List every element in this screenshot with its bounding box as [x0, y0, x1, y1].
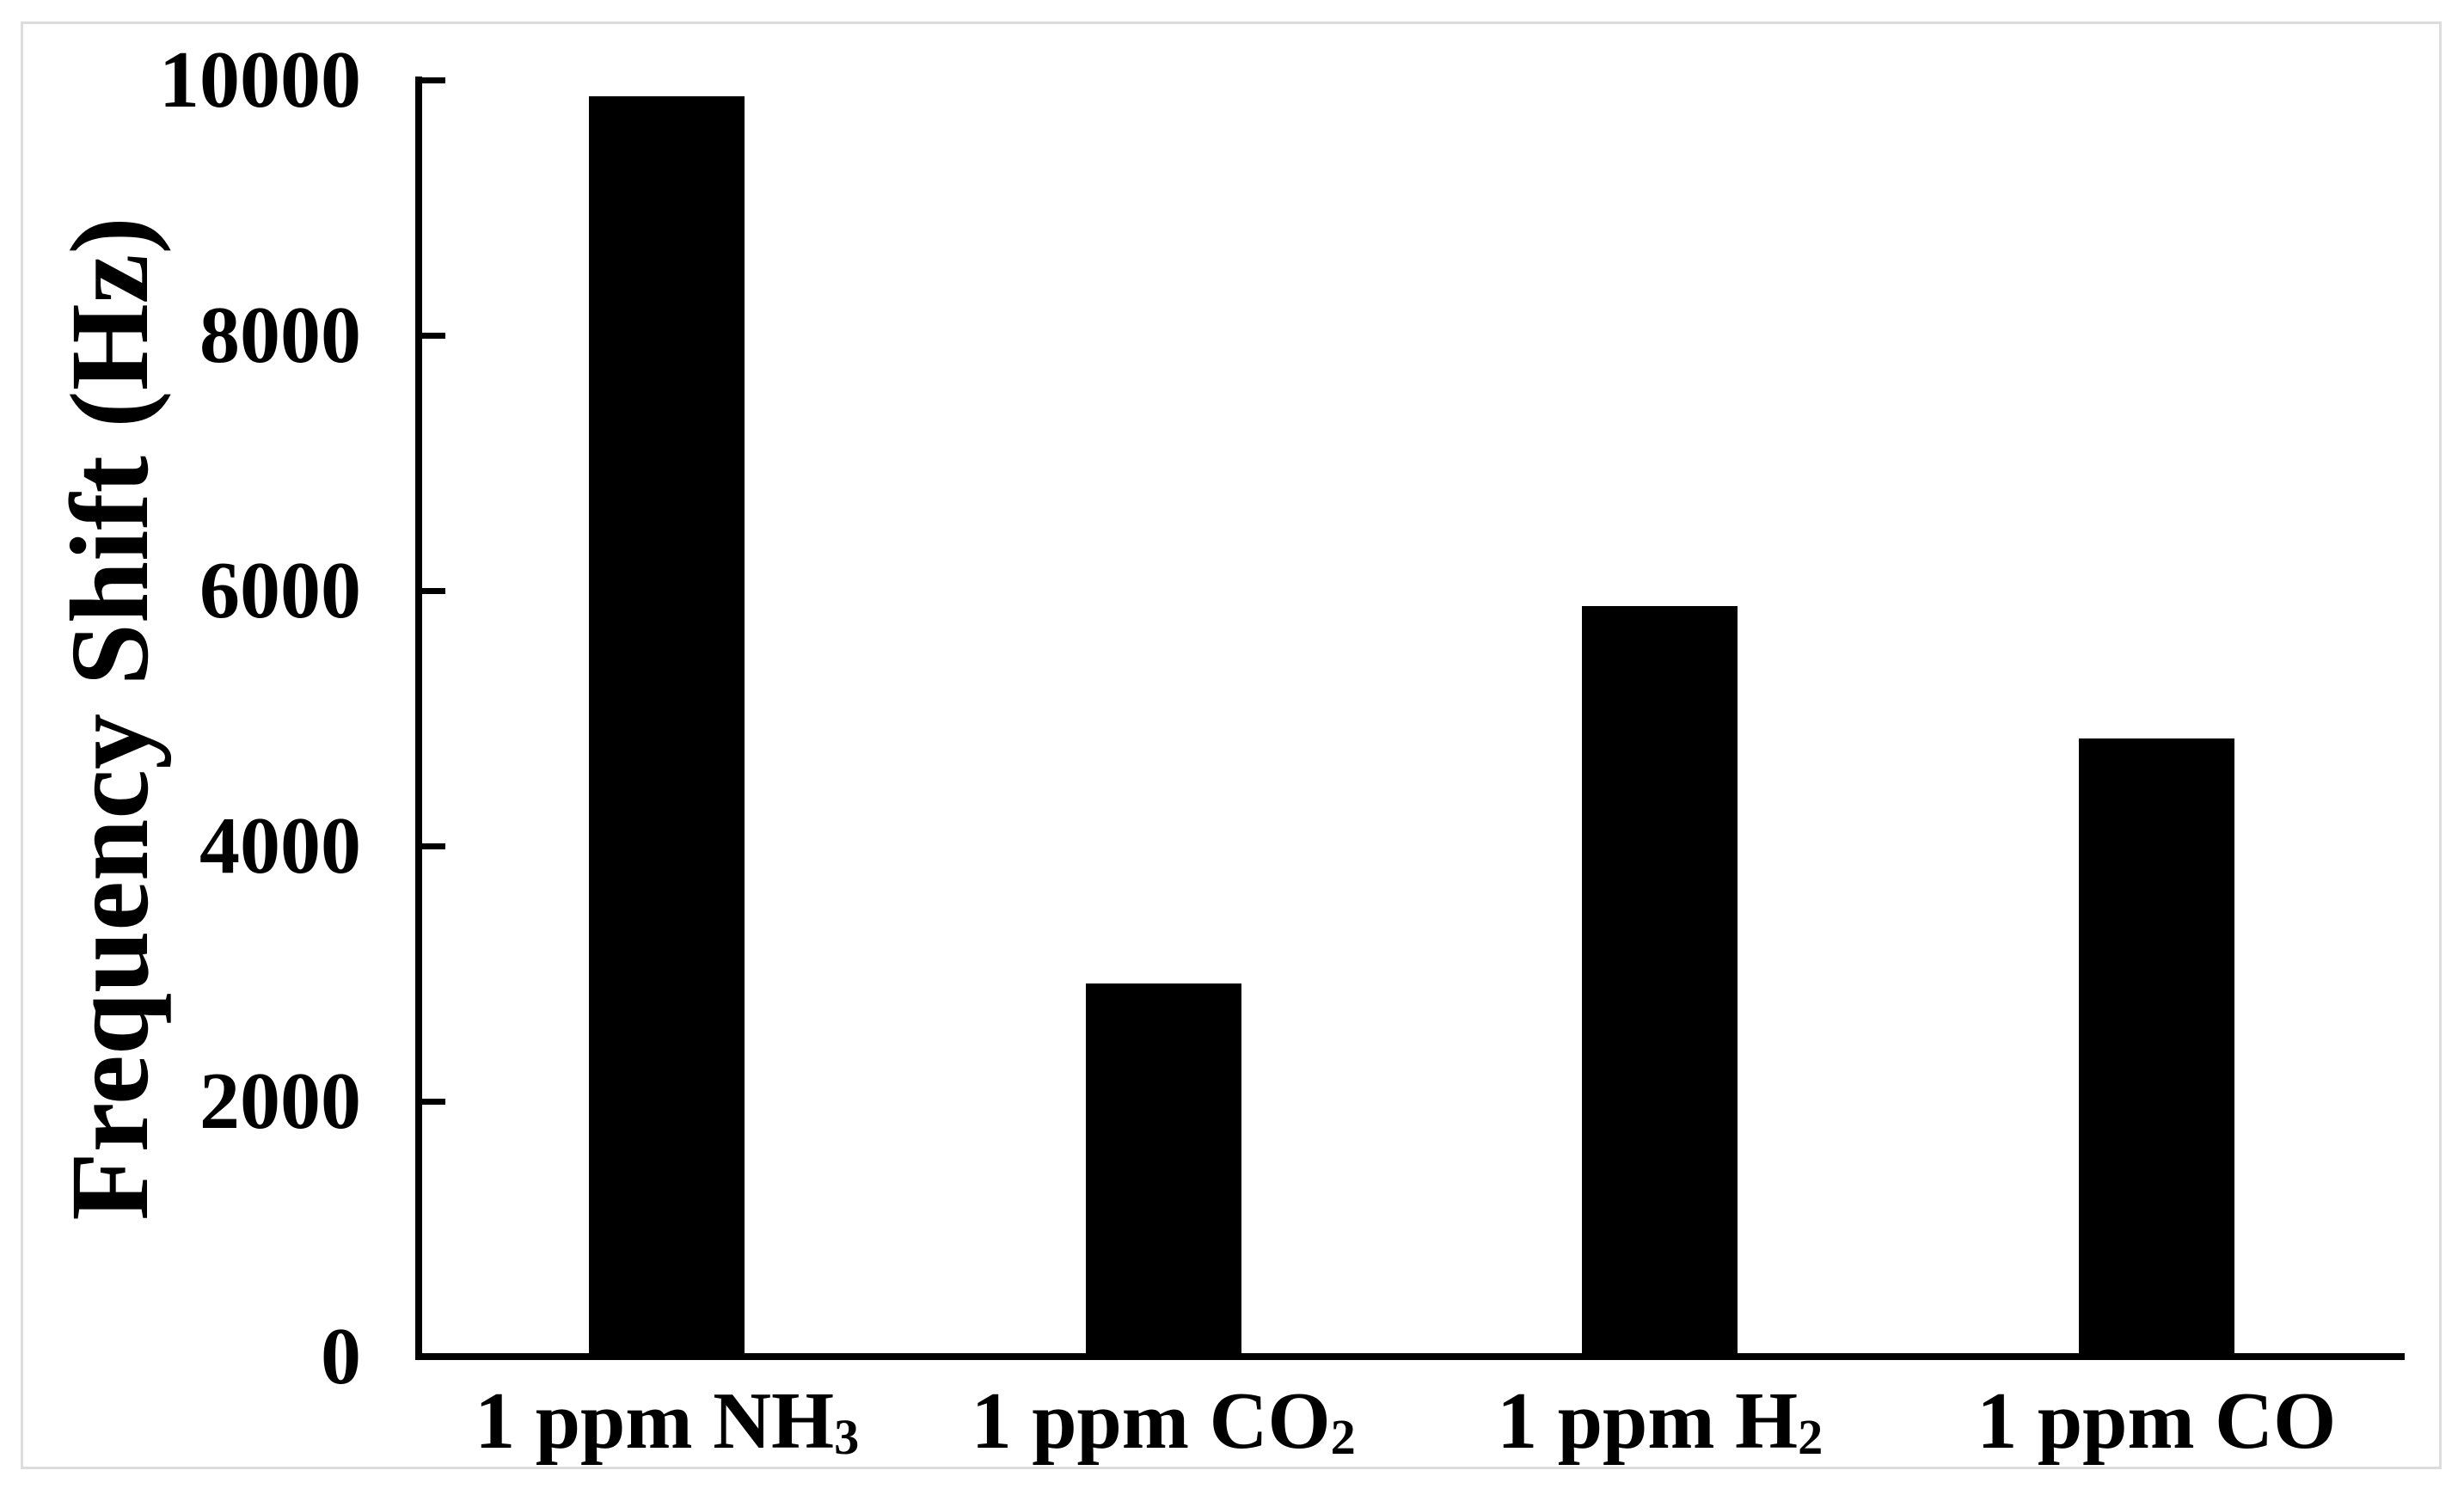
y-tick-label: 8000: [199, 291, 361, 380]
x-category-label: 1 ppm NH3: [475, 1376, 860, 1466]
y-tick-label: 4000: [199, 801, 361, 891]
x-axis-line: [415, 1353, 2405, 1360]
x-category-label: 1 ppm CO: [1977, 1376, 2337, 1466]
y-tick-label: 10000: [159, 35, 361, 125]
y-tick-mark: [422, 842, 445, 849]
x-category-label-subscript: 2: [1330, 1408, 1356, 1465]
y-axis-line: [415, 77, 422, 1360]
x-category-label: 1 ppm H2: [1497, 1376, 1823, 1466]
y-tick-mark: [422, 77, 445, 83]
y-tick-mark: [422, 587, 445, 594]
bar: [1085, 983, 1241, 1355]
x-category-label: 1 ppm CO2: [971, 1376, 1356, 1466]
x-category-label-subscript: 3: [834, 1408, 860, 1465]
y-tick-label: 0: [321, 1312, 361, 1401]
bar: [2078, 738, 2234, 1355]
bar: [1582, 605, 1738, 1355]
y-tick-label: 6000: [199, 546, 361, 635]
y-tick-mark: [422, 1098, 445, 1105]
y-tick-label: 2000: [199, 1057, 361, 1146]
y-tick-mark: [422, 332, 445, 339]
bar: [589, 96, 745, 1355]
x-category-label-subscript: 2: [1798, 1408, 1823, 1465]
